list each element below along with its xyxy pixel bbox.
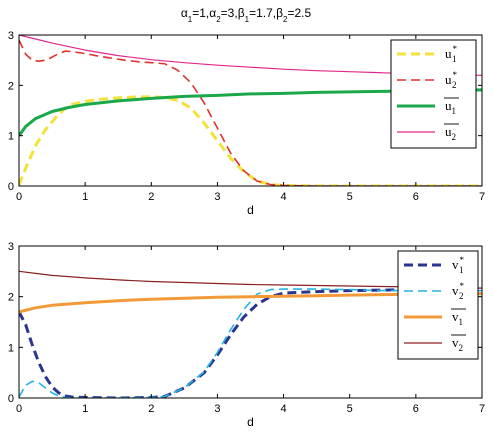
y-tick-label: 0 [8,393,14,405]
series-line-1-1 [19,288,482,398]
y-tick-label: 3 [8,30,14,42]
x-tick-label: 5 [347,191,353,203]
legend: u* 1 u* 2 u1 u2 [390,39,477,149]
legend-entry-1: u* 2 [445,70,458,90]
x-tick-label: 3 [214,403,220,415]
legend-entry-2: u1 [445,98,456,116]
y-tick-label: 2 [8,80,14,92]
x-tick-label: 7 [479,403,485,415]
y-tick-label: 1 [8,131,14,143]
series-line-0-0 [19,95,482,186]
series-line-0-1 [19,39,482,186]
x-axis-label: d [247,203,254,217]
y-tick-label: 0 [8,181,14,193]
x-tick-label: 1 [82,191,88,203]
title-beta2: 2.5 [294,6,311,20]
x-tick-label: 1 [82,403,88,415]
x-tick-label: 5 [347,403,353,415]
top-plot-panel: 0 1 2 3 4 5 6 7 0 1 2 3 d u* 1 u* 2 u1 u2 [8,30,485,217]
legend-box [397,250,479,360]
series-line-0-2 [19,88,482,137]
figure-title: α1=1,α2=3,β1=1.7,β2=2.5 [181,6,312,24]
title-beta1: 1.7 [256,6,273,20]
x-tick-label: 6 [413,403,419,415]
legend: v* 1 v* 2 v1 v2 [397,250,479,360]
plot-frame [18,245,483,399]
x-tick-label: 7 [479,191,485,203]
y-tick-label: 1 [8,342,14,354]
x-tick-label: 0 [16,191,22,203]
plot-frame [18,34,483,187]
legend-entry-0: v* 1 [452,255,465,275]
x-tick-label: 4 [281,191,287,203]
x-tick-label: 6 [413,191,419,203]
series-line-1-0 [19,287,482,398]
legend-entry-3: u2 [445,124,456,142]
x-tick-label: 3 [214,191,220,203]
x-tick-label: 2 [148,403,154,415]
x-tick-label: 0 [16,403,22,415]
legend-entry-3: v2 [452,335,463,353]
y-tick-label: 3 [8,241,14,253]
title-alpha1: 1 [199,6,206,20]
title-alpha2: 3 [228,6,235,20]
x-axis-label: d [247,415,254,429]
legend-box [390,39,477,149]
legend-entry-1: v* 2 [452,281,465,301]
x-tick-label: 2 [148,191,154,203]
legend-entry-2: v1 [452,309,463,327]
y-tick-label: 2 [8,292,14,304]
legend-entry-0: u* 1 [445,44,458,64]
x-tick-label: 4 [281,403,287,415]
bottom-plot-panel: 0 1 2 3 4 5 6 7 0 1 2 3 d v* 1 v* 2 v1 v2 [8,241,485,429]
